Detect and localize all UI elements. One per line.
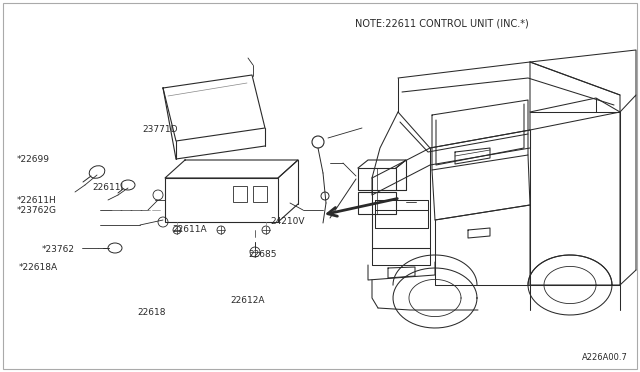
Text: 22685: 22685 [248, 250, 277, 259]
Text: 22612A: 22612A [230, 296, 265, 305]
Bar [253, 186, 267, 202]
Text: *23762G: *23762G [17, 206, 57, 215]
Bar [358, 168, 396, 190]
Text: 24210V: 24210V [270, 217, 305, 226]
Text: NOTE:22611 CONTROL UNIT (INC.*): NOTE:22611 CONTROL UNIT (INC.*) [355, 18, 529, 28]
Text: 22611I: 22611I [93, 183, 124, 192]
Text: 22618: 22618 [138, 308, 166, 317]
Text: 23771D: 23771D [142, 125, 177, 134]
Text: *22611H: *22611H [17, 196, 56, 205]
Text: A226A00.7: A226A00.7 [582, 353, 628, 362]
Text: *23762: *23762 [42, 245, 75, 254]
Text: *22618A: *22618A [19, 263, 58, 272]
Bar [233, 186, 247, 202]
Bar [165, 178, 278, 222]
Text: 22611A: 22611A [173, 225, 207, 234]
Bar [358, 192, 396, 214]
Text: *22699: *22699 [17, 155, 50, 164]
